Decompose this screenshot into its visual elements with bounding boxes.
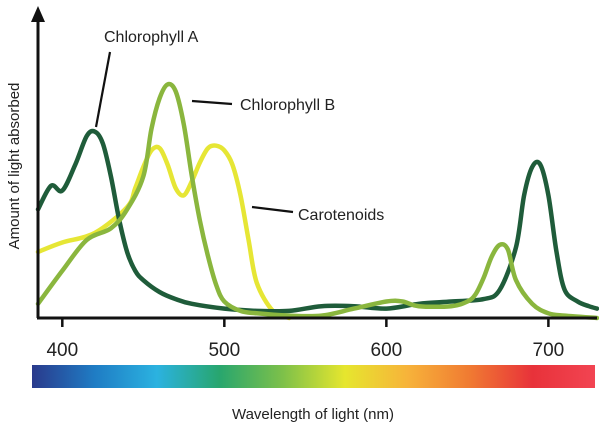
chlorophyll-a-curve <box>35 128 599 314</box>
y-axis-arrow <box>31 6 45 22</box>
series-layer <box>35 81 599 321</box>
x-tick-label-400: 400 <box>46 340 78 361</box>
chlorophyll-a-leader <box>94 51 112 128</box>
x-tick-label-500: 500 <box>208 340 240 361</box>
x-tick-label-700: 700 <box>533 340 565 361</box>
spectrum-bar <box>32 365 595 388</box>
chlorophyll-b-label: Chlorophyll B <box>240 97 335 114</box>
carotenoids-label: Carotenoids <box>298 207 384 224</box>
chlorophyll-b-leader <box>191 99 233 106</box>
x-tick-label-600: 600 <box>371 340 403 361</box>
chlorophyll-b-curve <box>35 81 599 321</box>
x-tick-layer: 400 500 600 700 <box>46 318 564 361</box>
carotenoids-leader <box>251 205 294 214</box>
y-axis-title: Amount of light absorbed <box>6 83 23 250</box>
x-axis-title: Wavelength of light (nm) <box>232 406 394 423</box>
chlorophyll-a-label: Chlorophyll A <box>104 29 199 46</box>
